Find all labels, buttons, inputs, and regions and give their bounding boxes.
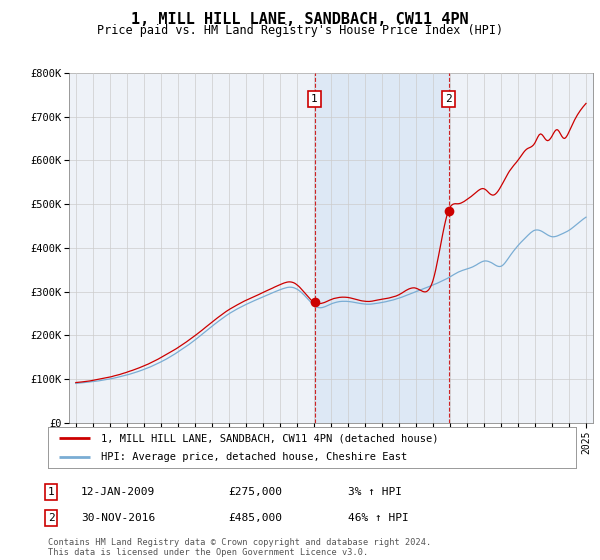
Text: 46% ↑ HPI: 46% ↑ HPI (348, 513, 409, 523)
Text: Contains HM Land Registry data © Crown copyright and database right 2024.
This d: Contains HM Land Registry data © Crown c… (48, 538, 431, 557)
Text: 30-NOV-2016: 30-NOV-2016 (81, 513, 155, 523)
Text: 12-JAN-2009: 12-JAN-2009 (81, 487, 155, 497)
Bar (314, 73, 449, 423)
Text: 2: 2 (47, 513, 55, 523)
Text: 1, MILL HILL LANE, SANDBACH, CW11 4PN (detached house): 1, MILL HILL LANE, SANDBACH, CW11 4PN (d… (101, 433, 438, 443)
Text: Price paid vs. HM Land Registry's House Price Index (HPI): Price paid vs. HM Land Registry's House … (97, 24, 503, 36)
Text: 1: 1 (311, 94, 318, 104)
Text: £485,000: £485,000 (228, 513, 282, 523)
Text: 1: 1 (47, 487, 55, 497)
Text: £275,000: £275,000 (228, 487, 282, 497)
Text: 2: 2 (445, 94, 452, 104)
Text: 3% ↑ HPI: 3% ↑ HPI (348, 487, 402, 497)
Text: 1, MILL HILL LANE, SANDBACH, CW11 4PN: 1, MILL HILL LANE, SANDBACH, CW11 4PN (131, 12, 469, 27)
Text: HPI: Average price, detached house, Cheshire East: HPI: Average price, detached house, Ches… (101, 452, 407, 461)
